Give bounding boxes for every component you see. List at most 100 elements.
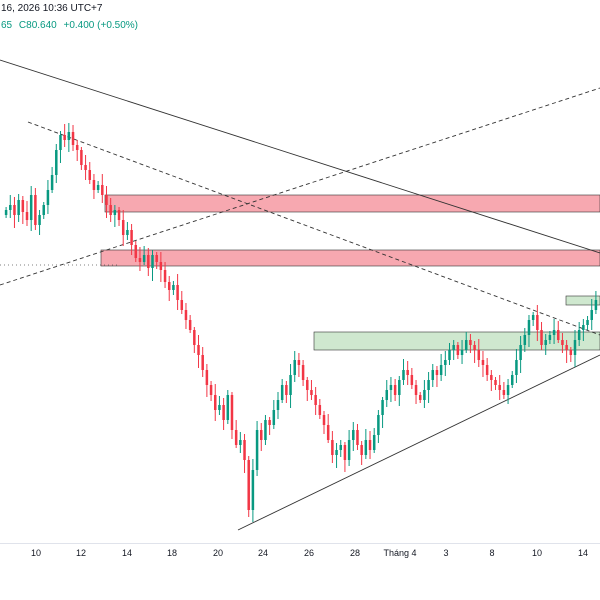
candle bbox=[96, 181, 100, 193]
candle-body bbox=[243, 440, 246, 460]
candle-body bbox=[448, 350, 451, 360]
candle bbox=[368, 431, 372, 459]
candle bbox=[381, 397, 384, 428]
candle bbox=[439, 354, 443, 381]
candle-body bbox=[213, 395, 217, 410]
candle-body bbox=[25, 212, 29, 220]
candle bbox=[464, 332, 468, 353]
candle bbox=[389, 377, 393, 402]
candle bbox=[9, 195, 12, 218]
candle bbox=[331, 431, 334, 463]
candle bbox=[506, 379, 510, 404]
candle-body bbox=[418, 395, 422, 400]
x-tick-label: 28 bbox=[349, 548, 361, 558]
candle bbox=[573, 330, 577, 367]
candle bbox=[540, 322, 543, 350]
candle-body bbox=[230, 395, 234, 430]
candle bbox=[84, 155, 87, 180]
price-plot[interactable] bbox=[0, 0, 600, 543]
candle bbox=[151, 250, 154, 281]
ohlc-fragment: 65 bbox=[1, 20, 13, 31]
candle-body bbox=[201, 355, 204, 370]
candle bbox=[167, 276, 171, 301]
candle bbox=[176, 274, 179, 310]
candle-body bbox=[590, 310, 593, 320]
candle-body bbox=[360, 445, 363, 455]
candle-body bbox=[42, 205, 45, 215]
candle-body bbox=[264, 420, 267, 440]
candle bbox=[234, 420, 238, 448]
candle bbox=[75, 140, 79, 161]
candle-body bbox=[55, 150, 58, 175]
candle bbox=[498, 375, 501, 400]
candle bbox=[121, 210, 125, 246]
candle bbox=[63, 124, 66, 147]
candle bbox=[276, 392, 280, 419]
x-tick-label: Tháng 4 bbox=[383, 548, 417, 558]
candle bbox=[17, 194, 20, 222]
candle-body bbox=[577, 330, 581, 340]
candle-body bbox=[247, 460, 250, 510]
candle bbox=[418, 392, 422, 403]
candle bbox=[314, 387, 317, 415]
candle-body bbox=[310, 390, 313, 395]
candle bbox=[561, 333, 564, 353]
candle-body bbox=[531, 315, 535, 320]
candle-body bbox=[364, 440, 368, 455]
candle bbox=[477, 339, 481, 367]
candle bbox=[117, 207, 121, 226]
candle bbox=[34, 188, 37, 230]
candle bbox=[306, 377, 309, 401]
candle bbox=[142, 246, 146, 265]
candle bbox=[285, 381, 288, 403]
candle bbox=[218, 396, 221, 415]
candle-body bbox=[456, 345, 460, 355]
candle-body bbox=[431, 370, 435, 380]
candle bbox=[494, 377, 497, 390]
candle-body bbox=[561, 340, 564, 345]
candle-body bbox=[289, 375, 292, 395]
candle bbox=[343, 442, 347, 472]
candle-body bbox=[372, 435, 376, 450]
candle bbox=[544, 334, 547, 355]
candle bbox=[50, 167, 54, 193]
candle bbox=[385, 380, 389, 407]
candle-body bbox=[205, 370, 209, 385]
candle-body bbox=[63, 135, 66, 140]
candle-body bbox=[485, 365, 489, 375]
candle-body bbox=[84, 165, 87, 170]
candle-body bbox=[80, 150, 83, 165]
candle-body bbox=[586, 320, 589, 325]
candle bbox=[469, 334, 472, 353]
x-tick-label: 10 bbox=[531, 548, 543, 558]
candle-body bbox=[536, 315, 539, 330]
resistance-zone-lower bbox=[100, 249, 600, 267]
candle bbox=[318, 399, 322, 419]
candle bbox=[510, 371, 514, 388]
candle-body bbox=[435, 370, 439, 375]
x-tick-label: 12 bbox=[75, 548, 87, 558]
candle-body bbox=[142, 255, 146, 262]
candle-body bbox=[565, 345, 568, 350]
candle bbox=[485, 358, 489, 381]
candle-body bbox=[347, 440, 351, 460]
candle bbox=[280, 379, 284, 403]
candle-body bbox=[34, 195, 37, 225]
trendline-descending-dashed bbox=[27, 121, 600, 336]
candle bbox=[260, 423, 263, 451]
candle-body bbox=[544, 340, 547, 345]
candle bbox=[360, 441, 363, 465]
candle bbox=[163, 262, 167, 288]
candle bbox=[582, 319, 585, 341]
candle bbox=[197, 335, 200, 368]
candle-body bbox=[452, 345, 455, 350]
candle-body bbox=[469, 340, 472, 345]
candle-body bbox=[540, 330, 543, 345]
x-tick-label: 26 bbox=[303, 548, 315, 558]
candle-body bbox=[59, 135, 62, 150]
resistance-zone-upper bbox=[104, 194, 600, 213]
candle-body bbox=[439, 365, 443, 375]
candle-body bbox=[473, 345, 476, 350]
candle bbox=[293, 351, 296, 382]
